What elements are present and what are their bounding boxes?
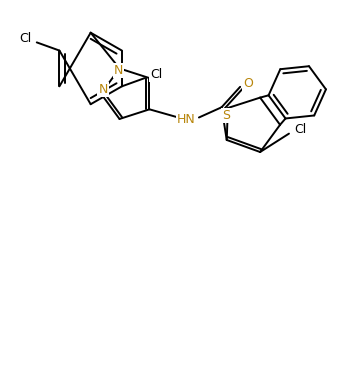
Text: Cl: Cl — [19, 32, 32, 45]
Text: N: N — [114, 64, 123, 77]
Text: HN: HN — [177, 113, 196, 126]
Text: N: N — [98, 83, 108, 96]
Text: O: O — [243, 77, 253, 90]
Text: Cl: Cl — [294, 123, 306, 136]
Text: S: S — [222, 108, 230, 122]
Text: Cl: Cl — [150, 68, 162, 81]
